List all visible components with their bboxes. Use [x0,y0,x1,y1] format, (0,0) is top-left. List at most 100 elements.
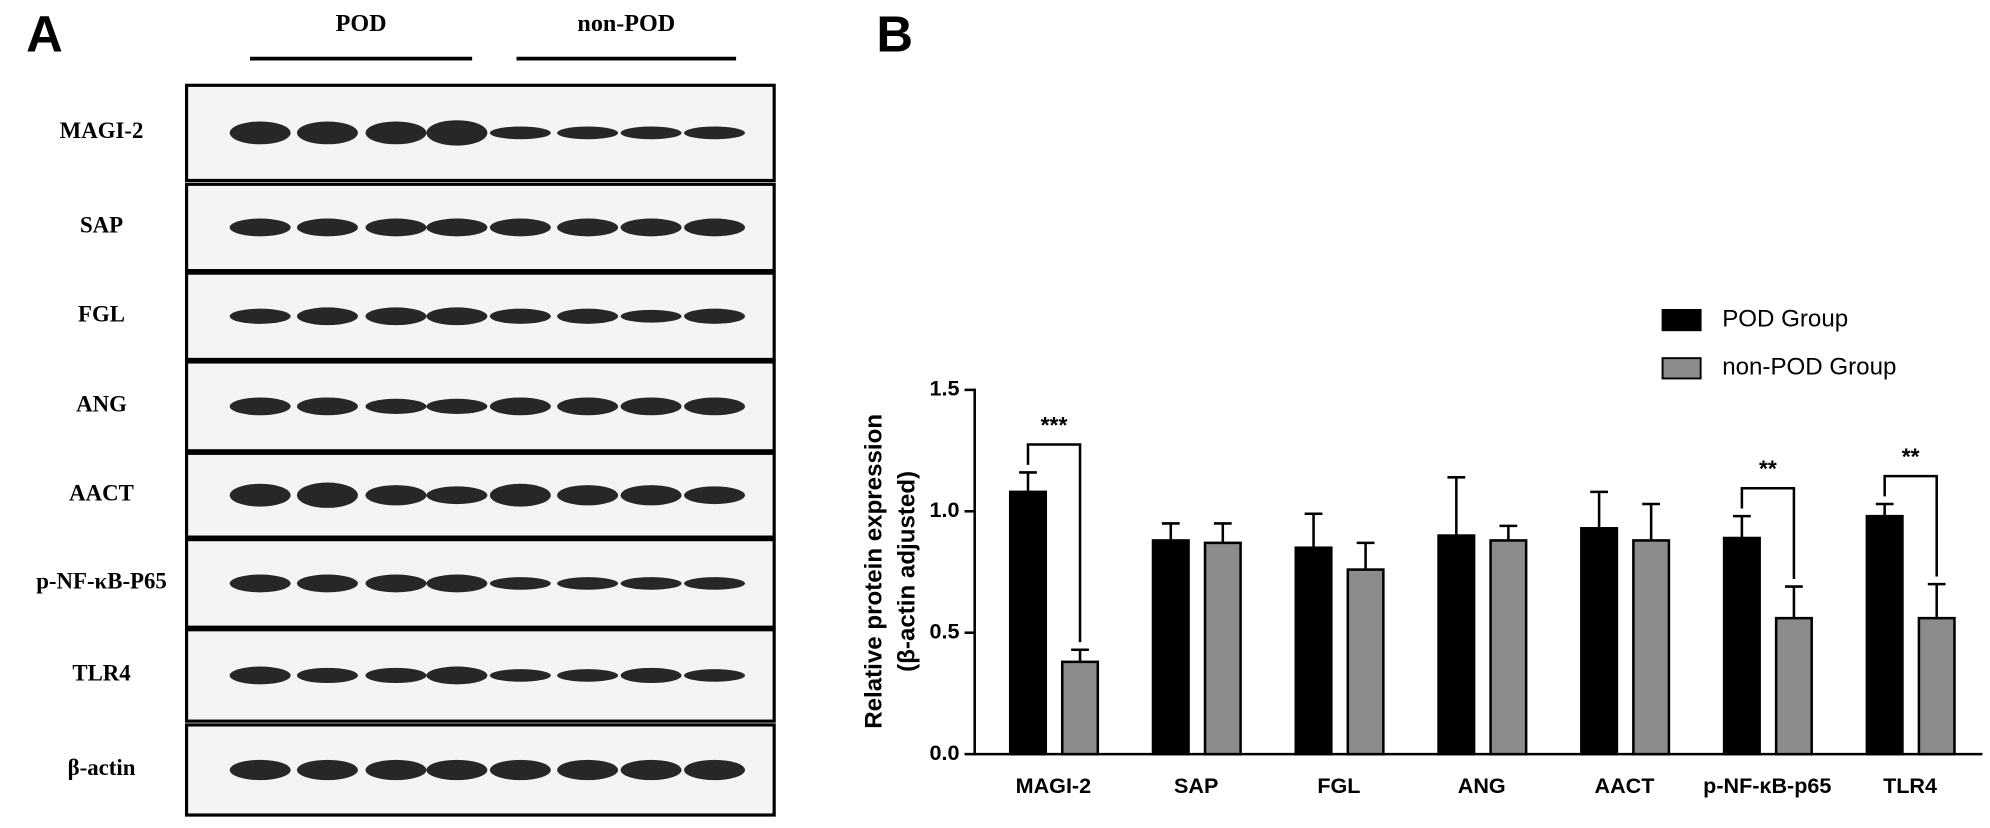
row-label: ANG [76,392,127,417]
blot-band [620,309,682,323]
blot-band [365,485,427,506]
blot-band [620,126,682,140]
blot-band [489,308,551,324]
x-tick-label: MAGI-2 [1016,773,1091,798]
blot-band [296,574,358,593]
blot-band [365,759,427,781]
blot-band [557,485,619,506]
legend-label: POD Group [1722,305,1848,332]
blot-band [620,577,682,590]
blot-band [296,218,358,237]
y-tick-label: 0.0 [929,740,959,765]
legend-swatch [1661,357,1702,380]
blot-band [365,121,427,145]
blot-band [620,759,682,781]
blot-band [229,759,291,781]
blot-band [296,307,358,326]
blot-band [229,574,291,593]
row-label: β-actin [68,755,136,780]
significance-label: *** [1041,412,1068,438]
blot-band [229,218,291,237]
blot-band [229,397,291,416]
blot-band [620,667,682,684]
significance-bracket [1026,443,1082,643]
bar [1437,534,1476,756]
blot-band [489,759,551,781]
blot-band [489,218,551,237]
blot-band [296,482,358,508]
y-axis-label-line: Relative protein expression [861,414,888,729]
y-axis-label-line: (β-actin adjusted) [894,471,921,672]
row-label: FGL [78,302,125,327]
y-tick-label: 0.5 [929,618,959,643]
bar [1917,616,1956,756]
blot-band [684,486,745,505]
blot-band [620,397,682,416]
blot-band [489,126,551,140]
row-label: p-NF-κB-P65 [36,569,167,594]
blot-band [365,667,427,684]
significance-label: ** [1902,443,1920,469]
x-tick-label: TLR4 [1883,773,1937,798]
blot-band [229,308,291,324]
blot-band [365,574,427,593]
blot-band [229,483,291,507]
blot-band [684,308,745,324]
blot-band [426,398,488,414]
significance-bracket [1883,474,1938,577]
bar [1346,568,1385,756]
blot-band [229,121,291,145]
blot-band [557,308,619,324]
panel-label: A [26,6,63,63]
blot-band [684,759,745,781]
group-label: POD [336,11,387,37]
blot-band [684,669,745,682]
blot-band [365,398,427,414]
x-tick-label: AACT [1595,773,1655,798]
blot-band [296,397,358,416]
x-tick-label: p-NF-κB-p65 [1703,773,1831,798]
blot-band [365,218,427,237]
blot-band [365,307,427,326]
bar [1489,539,1528,756]
blot-band [296,121,358,145]
blot-band [684,577,745,590]
x-tick-label: SAP [1174,773,1218,798]
blot-band [489,483,551,507]
bar [1722,536,1761,756]
significance-label: ** [1759,455,1777,481]
blot-band [229,666,291,685]
blot-band [426,218,488,237]
blot-band [426,486,488,505]
blot-band [489,669,551,682]
blot-band [296,667,358,684]
blot-band [557,218,619,237]
bar [1294,546,1333,756]
group-label: non-POD [577,11,675,37]
blot-band [426,666,488,685]
blot-band [489,397,551,416]
blot-band [426,574,488,593]
blot-band [426,759,488,781]
blot-band [620,218,682,237]
legend-label: non-POD Group [1722,354,1896,381]
x-tick-label: FGL [1317,773,1360,798]
blot-band [426,120,488,146]
row-label: MAGI-2 [60,118,144,143]
blot-band [557,397,619,416]
y-tick-label: 1.5 [929,376,959,401]
blot-band [557,577,619,590]
significance-bracket [1740,486,1796,579]
blot-band [426,307,488,326]
bar [1865,514,1904,756]
panel-label: B [876,6,913,63]
bar [1060,660,1100,756]
blot-band [489,577,551,590]
bar [1008,490,1048,756]
y-axis-label: Relative protein expression (β-actin adju… [861,414,921,729]
blot-band [557,759,619,781]
y-tick-label: 1.0 [929,497,959,522]
bar [1632,539,1671,756]
